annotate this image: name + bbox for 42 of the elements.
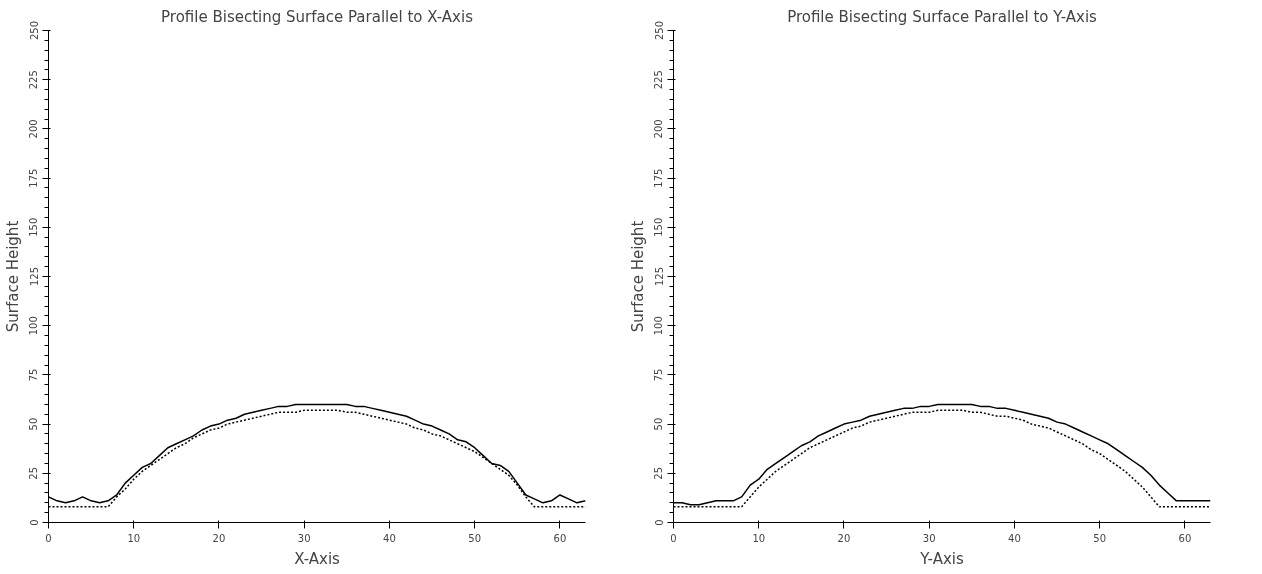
y-tick-label: 125 xyxy=(28,266,40,287)
x-tick-label: 10 xyxy=(752,532,766,544)
x-tick-label: 30 xyxy=(922,532,936,544)
y-tick-label: 25 xyxy=(653,466,665,480)
x-tick-label: 40 xyxy=(1008,532,1021,544)
x-tick-label: 50 xyxy=(468,532,482,544)
y-tick-label: 75 xyxy=(653,368,665,382)
x-axis-title: Y-Axis xyxy=(919,549,964,568)
y-tick-label: 175 xyxy=(653,168,665,188)
y-axis-title: Surface Height xyxy=(3,220,22,333)
y-tick-label: 200 xyxy=(653,119,665,139)
y-axis-title: Surface Height xyxy=(628,220,647,333)
y-tick-label: 25 xyxy=(28,466,40,480)
x-tick-label: 30 xyxy=(297,532,311,544)
x-tick-label: 0 xyxy=(45,532,52,544)
chart-title: Profile Bisecting Surface Parallel to Y-Axis xyxy=(787,7,1098,26)
y-tick-label: 200 xyxy=(28,119,40,139)
x-tick-label: 50 xyxy=(1093,532,1107,544)
x-axis-title: X-Axis xyxy=(294,549,341,568)
y-tick-label: 75 xyxy=(28,368,40,382)
x-tick-label: 0 xyxy=(670,532,677,544)
x-tick-label: 60 xyxy=(1178,532,1192,544)
y-tick-label: 0 xyxy=(28,519,40,526)
chart-title: Profile Bisecting Surface Parallel to X-Axis xyxy=(161,7,474,26)
y-tick-label: 125 xyxy=(653,266,665,287)
y-tick-label: 50 xyxy=(653,417,665,431)
y-tick-label: 250 xyxy=(28,20,40,41)
y-tick-label: 150 xyxy=(28,217,40,237)
y-tick-label: 150 xyxy=(653,217,665,237)
y-tick-label: 225 xyxy=(28,70,40,90)
y-tick-label: 250 xyxy=(653,20,665,41)
y-tick-label: 100 xyxy=(653,316,665,336)
y-tick-label: 50 xyxy=(28,417,40,431)
x-tick-label: 20 xyxy=(837,532,851,544)
x-tick-label: 60 xyxy=(553,532,567,544)
y-tick-label: 100 xyxy=(28,316,40,336)
y-tick-label: 225 xyxy=(653,70,665,90)
x-tick-label: 40 xyxy=(383,532,396,544)
x-tick-label: 20 xyxy=(212,532,226,544)
y-tick-label: 175 xyxy=(28,168,40,188)
y-tick-label: 0 xyxy=(653,519,665,526)
x-tick-label: 10 xyxy=(127,532,141,544)
